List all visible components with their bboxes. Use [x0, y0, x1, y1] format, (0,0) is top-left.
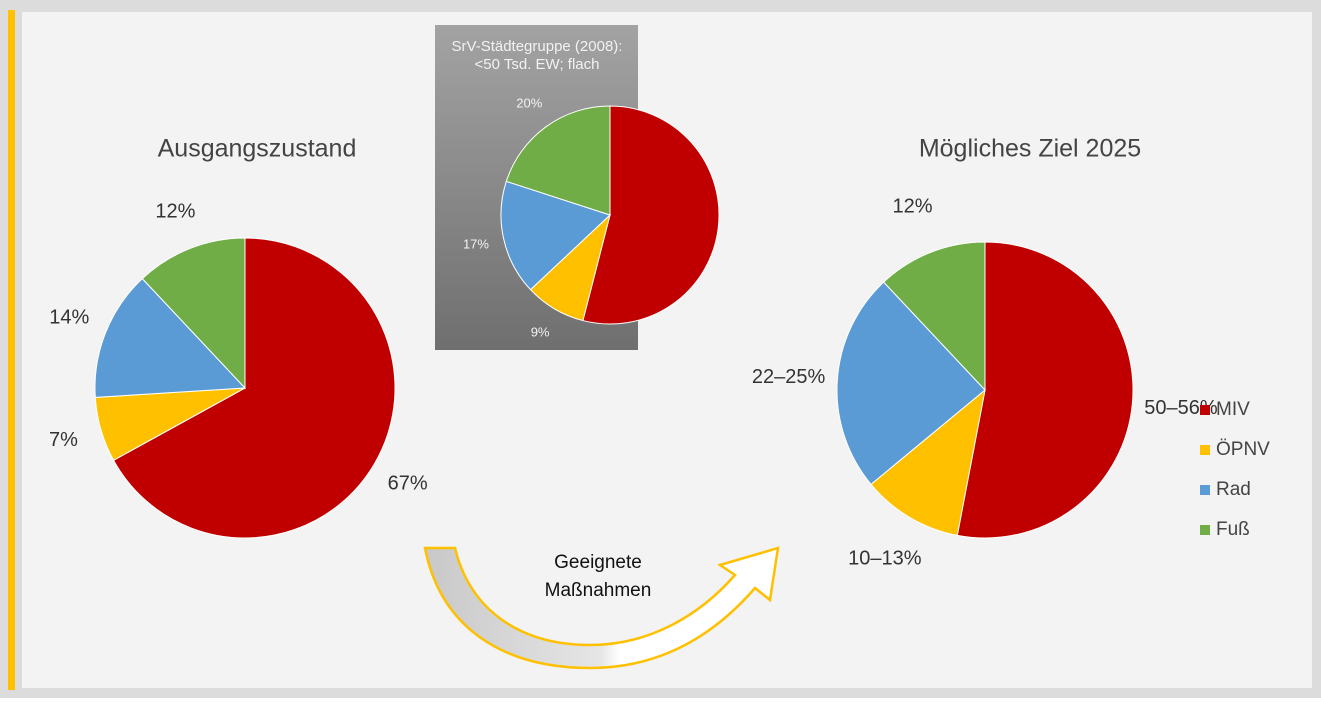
- legend-swatch: [1200, 445, 1210, 455]
- chart-title: Ausgangszustand: [158, 135, 357, 163]
- legend-label: MIV: [1216, 399, 1250, 420]
- pie-slice: [112, 237, 396, 539]
- slice-label: 10–13%: [848, 548, 922, 570]
- arrow: [423, 546, 780, 670]
- slice-label: 12%: [893, 195, 933, 217]
- pie-slice: [94, 277, 247, 398]
- pie-slice: [836, 281, 986, 486]
- chart-title: Mögliches Ziel 2025: [919, 135, 1141, 163]
- chart-title: SrV-Städtegruppe (2008):: [452, 38, 623, 55]
- pie-slice: [141, 237, 246, 390]
- slice-label: 17%: [463, 236, 489, 251]
- slice-label: 54%: [733, 224, 759, 239]
- slice-label: 12%: [155, 201, 195, 223]
- pie-slice: [505, 105, 611, 216]
- pie-slice: [870, 388, 986, 536]
- slice-label: 67%: [388, 472, 428, 494]
- slice-label: 22–25%: [752, 366, 826, 388]
- slice-label: 7%: [49, 429, 78, 451]
- annotation: Maßnahmen: [545, 580, 652, 601]
- pie-slice: [956, 241, 1134, 539]
- accent-bar: [8, 10, 15, 690]
- annotation: Geeignete: [554, 552, 642, 573]
- slice-label: 14%: [49, 307, 89, 329]
- legend-label: Rad: [1216, 479, 1251, 500]
- legend-swatch: [1200, 485, 1210, 495]
- legend-swatch: [1200, 405, 1210, 415]
- legend-swatch: [1200, 525, 1210, 535]
- pie-slice: [882, 241, 986, 392]
- slice-label: 50–56%: [1144, 397, 1218, 419]
- legend-label: Fuß: [1216, 519, 1250, 540]
- legend-label: ÖPNV: [1216, 439, 1270, 460]
- slice-label: 9%: [531, 325, 550, 340]
- slice-label: 20%: [516, 95, 542, 110]
- pie-slice: [582, 105, 720, 325]
- chart-title: <50 Tsd. EW; flach: [475, 56, 600, 73]
- pie-slice: [500, 180, 611, 291]
